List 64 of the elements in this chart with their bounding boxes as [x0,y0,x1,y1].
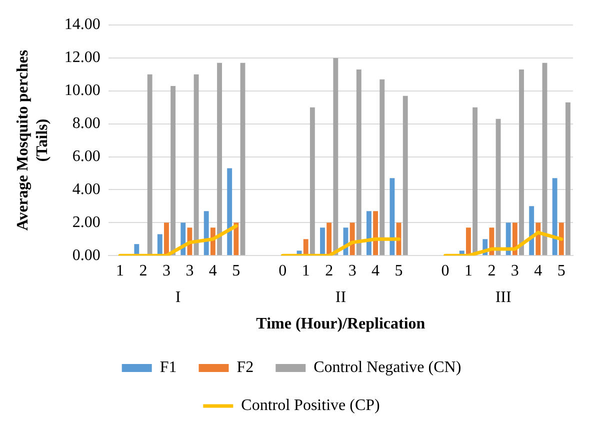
bar [558,222,564,256]
bar [310,107,315,256]
y-tick-label: 10.00 [64,82,100,100]
x-tick-label: 5 [394,262,403,280]
text: I [175,288,181,306]
legend-label: F1 [160,359,177,376]
bar [217,62,222,256]
bar [164,222,169,256]
bar [240,62,246,256]
x-tick-label: 1 [464,262,472,280]
legend-label: F2 [236,359,254,376]
x-tick-label: 2 [139,262,148,280]
bar [472,107,478,256]
y-tick-label: 12.00 [64,49,100,66]
bar [170,86,176,256]
bar [204,211,209,256]
x-tick-label: 4 [534,262,542,280]
bar [157,234,162,256]
bar [227,168,232,256]
x-tick-label: 4 [372,262,380,280]
x-tick-label: 0 [441,262,450,280]
bar [134,244,140,256]
x-tick-label: 5 [557,262,566,280]
y-tick-label: 2.00 [72,214,100,231]
bar [326,222,332,256]
x-tick-label: 0 [278,262,287,280]
x-tick-label: 2 [325,262,334,280]
bar [194,74,199,256]
x-tick-label: 5 [232,262,240,280]
y-tick-label: 8.00 [72,115,100,132]
x-tick-label: 3 [186,262,194,280]
x-tick-label: 1 [116,262,124,280]
bar [519,69,524,256]
x-tick-label: 3 [348,262,356,280]
bar [356,69,362,256]
y-tick-label: 6.00 [72,148,100,165]
y-axis-title: Average Mosquito perches (Tails) [14,50,51,231]
y-tick-label: 14.00 [64,16,100,34]
x-axis-title: Time (Hour)/Replication [256,316,426,333]
legend-label: Control Positive (CP) [241,397,380,414]
bar [373,211,378,256]
bar [552,178,558,256]
text: II [335,288,346,306]
bar [566,102,570,256]
bar [147,74,152,256]
x-tick-label: 2 [488,262,496,280]
bar [366,211,372,256]
bar [303,239,308,256]
bar [466,228,471,256]
bar [333,58,338,256]
x-tick-label: 3 [162,262,170,280]
bar [506,222,511,256]
x-tick-label: 4 [208,262,217,280]
bar [390,178,395,256]
x-tick-label: 3 [510,262,519,280]
legend-label: Control Negative (CN) [314,359,462,376]
y-tick-label: 0.00 [72,246,100,264]
bar [402,96,408,256]
x-tick-label: 1 [302,262,310,280]
bar [320,228,325,256]
y-tick-label: 4.00 [72,180,100,198]
text: III [495,288,512,306]
bar [380,79,385,256]
bar [529,206,534,256]
